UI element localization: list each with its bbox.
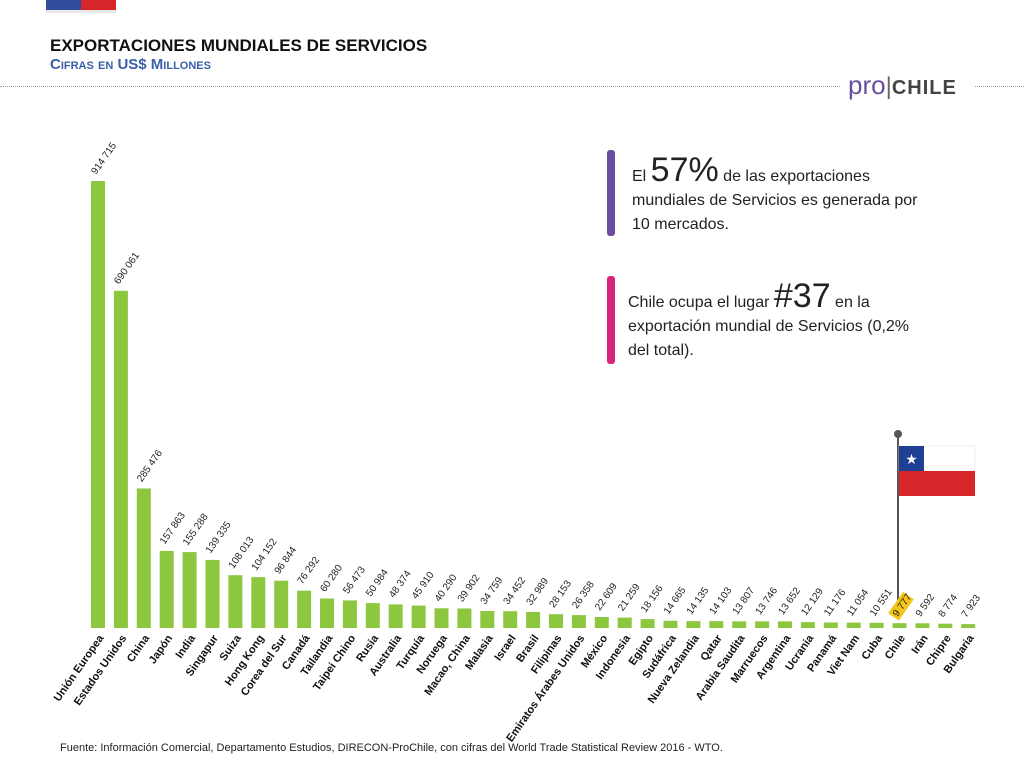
category-label: Cuba (859, 632, 885, 662)
bar-marruecos (755, 621, 770, 628)
header-divider (0, 86, 840, 87)
bar-rusia (365, 603, 380, 628)
bar-chile (892, 623, 907, 628)
value-label: 11 054 (845, 587, 871, 618)
top-flag-stripe (46, 0, 116, 13)
bar-estados-unidos (113, 290, 128, 628)
bar-bulgaria (961, 624, 976, 628)
category-label: Chile (883, 633, 908, 662)
bar-malasia (480, 611, 495, 628)
value-label: 690 061 (112, 250, 142, 286)
bar-uni-n-europea (91, 181, 105, 628)
value-label: 914 715 (89, 140, 119, 176)
value-label: 7 923 (960, 593, 984, 620)
value-label: 14 103 (708, 585, 735, 617)
value-label: 14 665 (662, 585, 689, 617)
callout-2: Chile ocupa el lugar #37 en la exportaci… (628, 277, 910, 359)
bar-india (182, 552, 197, 628)
bar-sud-frica (663, 620, 678, 628)
chile-flag-icon: ★ (894, 430, 976, 600)
prochile-logo: pro|CHILE (848, 70, 957, 100)
bar-m-xico (594, 617, 609, 628)
bar-hong-kong (251, 577, 266, 628)
bar-noruega (434, 608, 449, 628)
bar-filipinas (549, 614, 563, 628)
value-label: 96 844 (273, 545, 300, 577)
value-label: 8 774 (937, 592, 961, 619)
callout-2-highlight: #37 (773, 277, 831, 315)
bar-turqu-a (411, 605, 426, 628)
value-label: 76 292 (296, 555, 323, 587)
bar-panam- (823, 622, 838, 628)
bar-viet-nam (846, 622, 861, 628)
page-title: EXPORTACIONES MUNDIALES DE SERVICIOS (50, 36, 428, 55)
source-footnote: Fuente: Información Comercial, Departame… (60, 742, 723, 754)
value-label: 139 335 (204, 519, 234, 555)
value-label: 40 290 (433, 572, 460, 604)
bar-macao-china (457, 608, 472, 628)
bar-china (136, 488, 151, 628)
svg-text:★: ★ (905, 452, 918, 468)
bar-canad- (297, 590, 312, 628)
callout-1: El 57% de las exportaciones mundiales de… (632, 151, 918, 233)
bar-arabia-saudita (732, 621, 747, 628)
header-divider-right (975, 86, 1024, 87)
highlight-label-bg (888, 591, 914, 621)
category-label: Irán (909, 633, 931, 657)
bar-egipto (640, 619, 655, 628)
callout-2-accent-bar (607, 276, 615, 364)
bar-jap-n (159, 550, 174, 628)
bar-australia (388, 604, 403, 628)
bar-israel (503, 611, 518, 628)
page-subtitle: Cifras en US$ Millones (50, 56, 211, 73)
bar-qatar (709, 621, 724, 628)
callout-1-highlight: 57% (650, 151, 719, 189)
category-label: Japón (147, 633, 176, 667)
value-label: 11 176 (822, 587, 848, 618)
bar-cuba (869, 622, 884, 628)
value-label: 285 476 (135, 448, 165, 484)
bar-nueva-zelandia (686, 621, 701, 628)
bar-ucrania (800, 622, 815, 628)
value-label: 14 135 (685, 585, 712, 617)
callout-1-accent-bar (607, 150, 615, 236)
value-label: 13 807 (731, 585, 758, 617)
bar-ir-n (915, 623, 930, 628)
bar-tailandia (320, 598, 334, 628)
value-label: 9 592 (914, 592, 938, 619)
bar-singapur (205, 559, 220, 628)
bar-suiza (228, 575, 243, 628)
bar-chipre (938, 623, 953, 628)
value-label: 13 746 (754, 585, 781, 617)
bar-argentina (778, 621, 792, 628)
value-label: 34 759 (479, 575, 506, 607)
bar-emiratos-rabes-unidos (571, 615, 586, 628)
bar-corea-del-sur (274, 580, 289, 628)
bar-indonesia (617, 617, 632, 628)
bar-brasil (526, 611, 541, 628)
bar-taipei-chino (342, 600, 357, 628)
